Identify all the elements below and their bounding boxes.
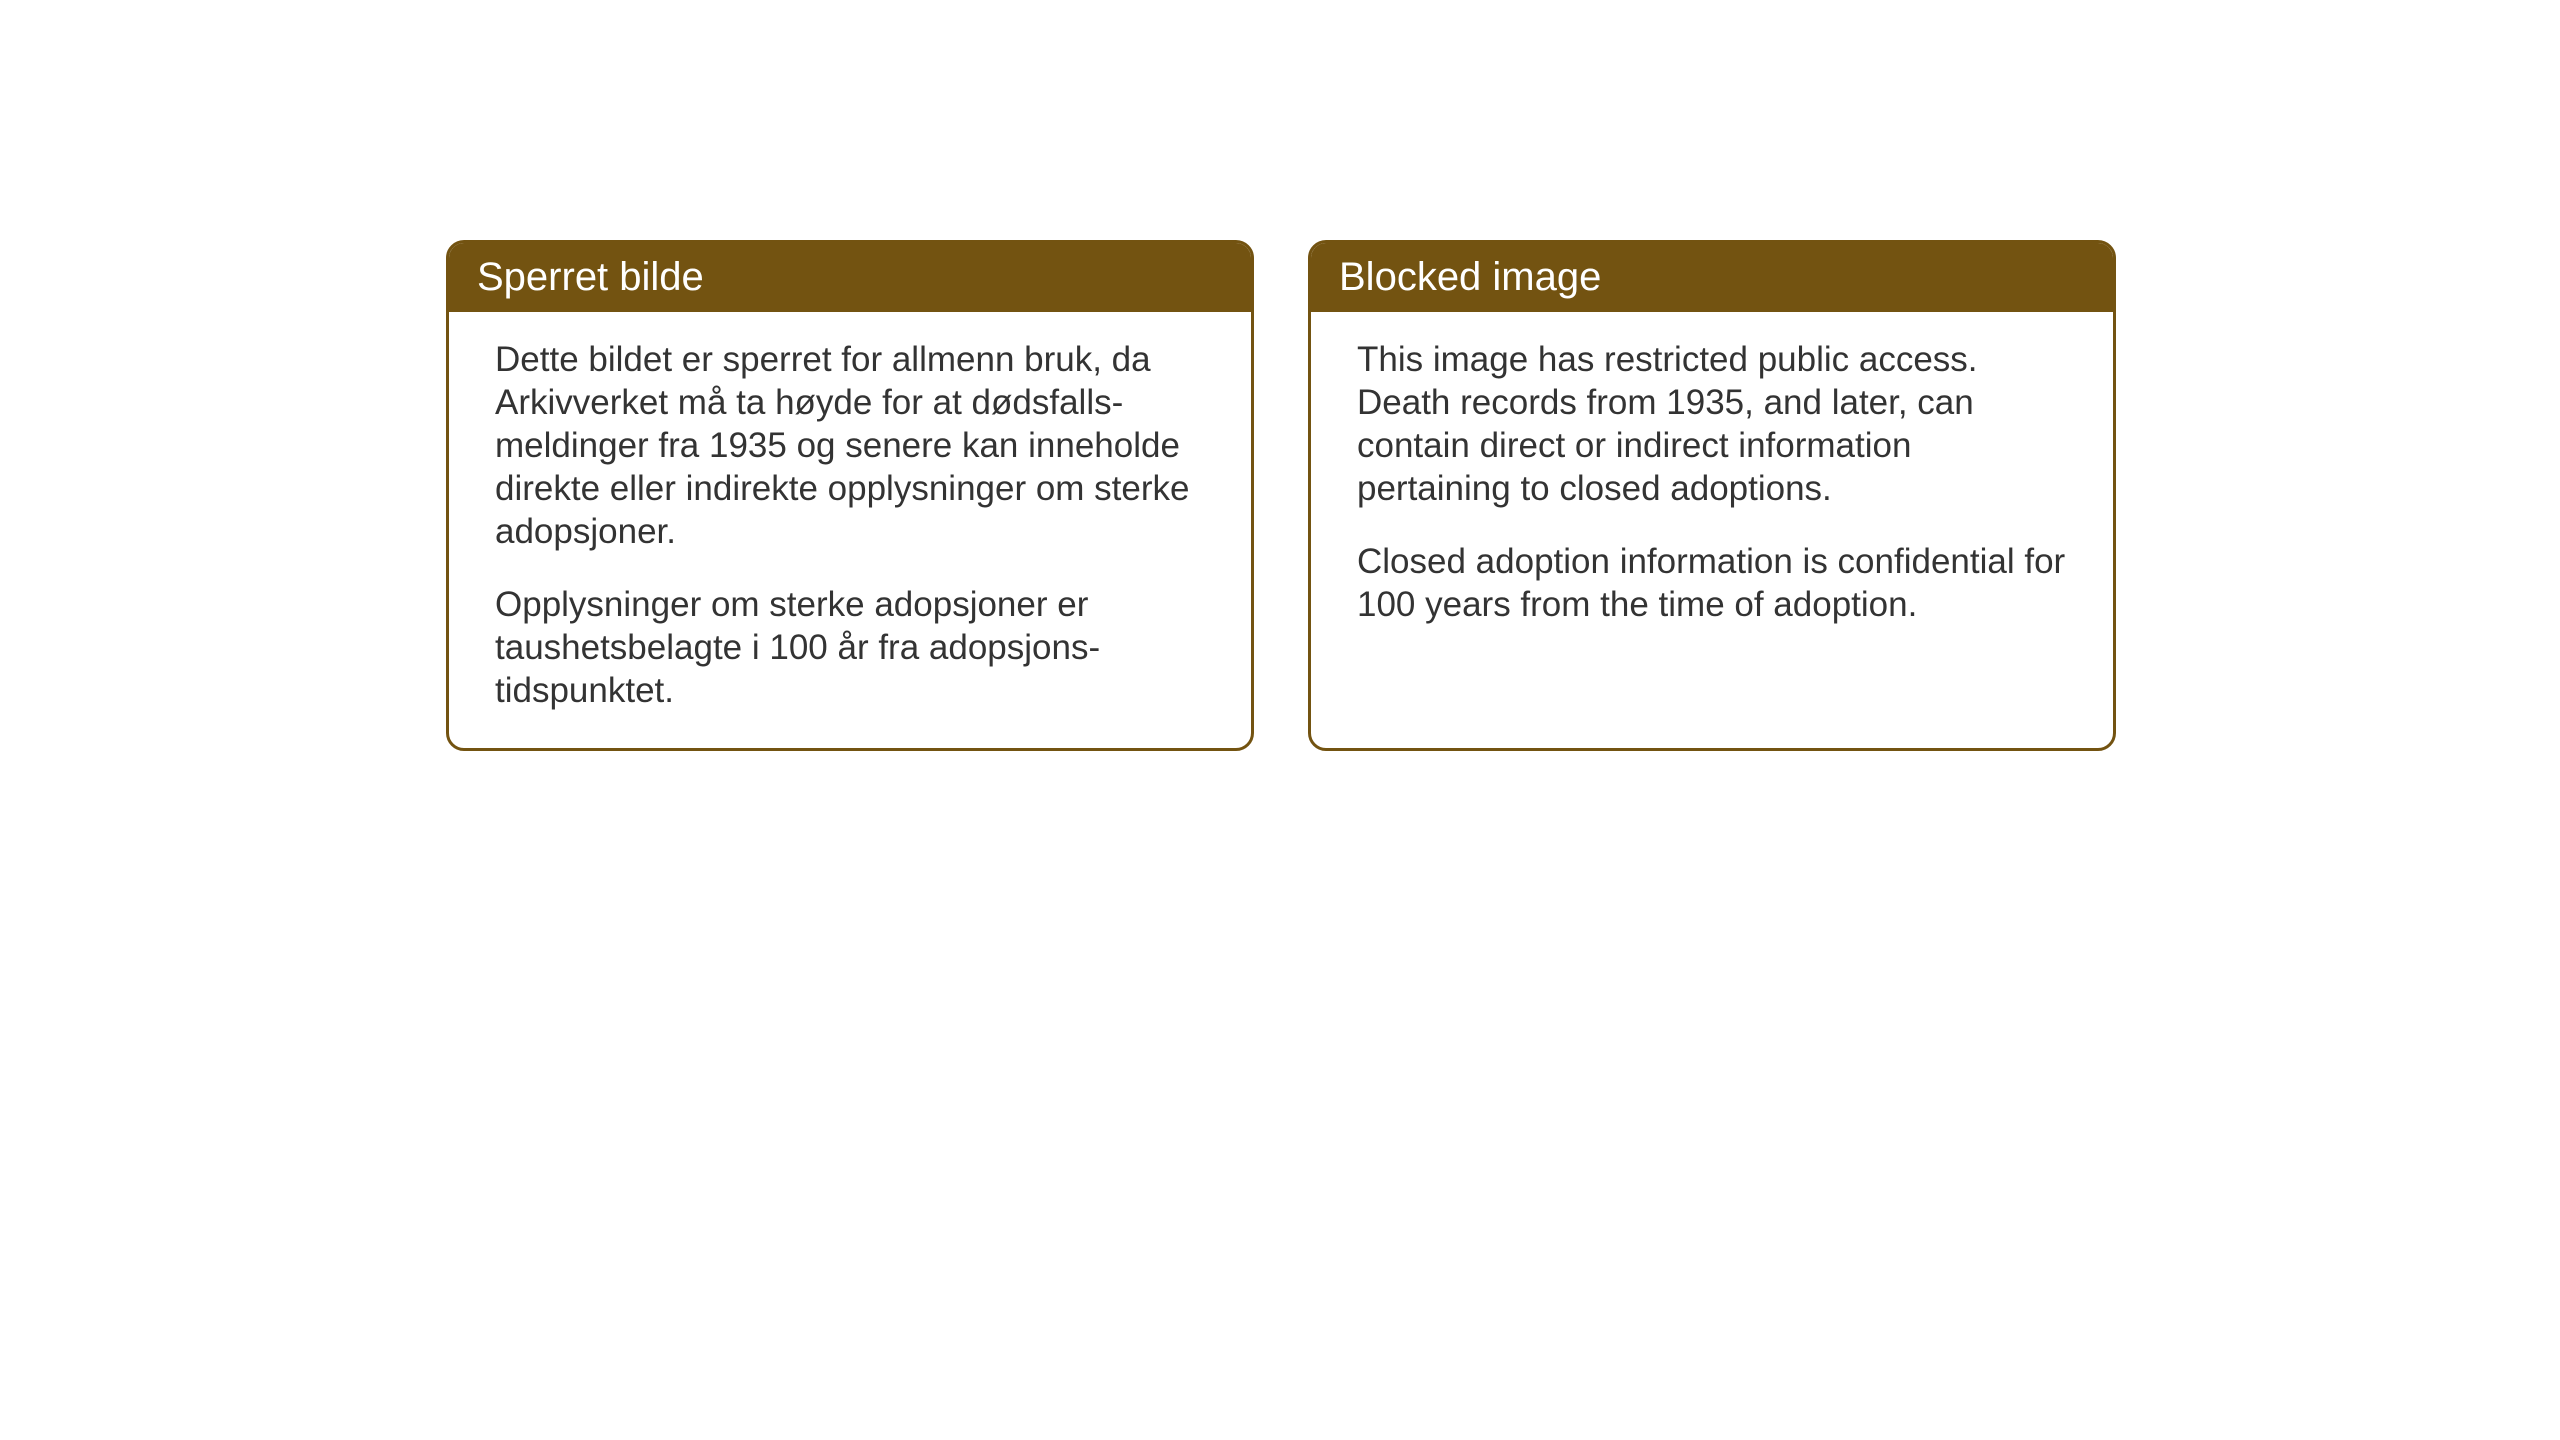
- norwegian-card-title: Sperret bilde: [477, 255, 704, 299]
- english-paragraph-1: This image has restricted public access.…: [1357, 338, 2067, 510]
- cards-container: Sperret bilde Dette bildet er sperret fo…: [446, 240, 2116, 751]
- english-card-header: Blocked image: [1311, 243, 2113, 312]
- norwegian-card-header: Sperret bilde: [449, 243, 1251, 312]
- english-card-title: Blocked image: [1339, 255, 1601, 299]
- english-card: Blocked image This image has restricted …: [1308, 240, 2116, 751]
- norwegian-card-body: Dette bildet er sperret for allmenn bruk…: [449, 312, 1251, 748]
- norwegian-card: Sperret bilde Dette bildet er sperret fo…: [446, 240, 1254, 751]
- english-card-body: This image has restricted public access.…: [1311, 312, 2113, 662]
- norwegian-paragraph-2: Opplysninger om sterke adopsjoner er tau…: [495, 583, 1205, 712]
- norwegian-paragraph-1: Dette bildet er sperret for allmenn bruk…: [495, 338, 1205, 553]
- english-paragraph-2: Closed adoption information is confident…: [1357, 540, 2067, 626]
